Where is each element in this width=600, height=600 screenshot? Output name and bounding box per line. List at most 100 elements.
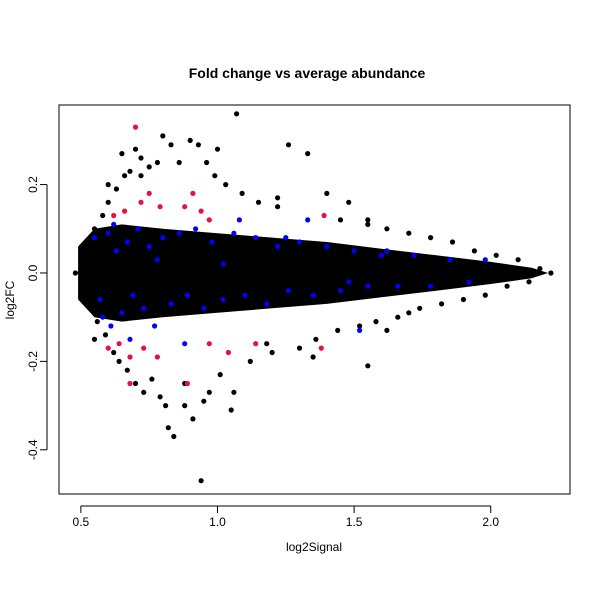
data-point xyxy=(124,239,130,245)
data-point xyxy=(515,257,521,263)
data-point xyxy=(264,341,270,347)
data-point xyxy=(206,341,212,347)
data-point xyxy=(160,235,166,241)
data-point xyxy=(198,208,204,214)
data-point xyxy=(116,341,122,347)
data-point xyxy=(253,341,259,347)
x-tick-label: 0.5 xyxy=(73,515,90,529)
data-point xyxy=(91,336,98,342)
data-point xyxy=(253,235,259,241)
data-point xyxy=(146,243,152,250)
data-point xyxy=(346,279,352,285)
plot-frame xyxy=(58,104,571,495)
data-point xyxy=(214,146,221,152)
data-point xyxy=(163,403,169,409)
data-point xyxy=(223,182,229,188)
data-point xyxy=(239,190,245,196)
data-point xyxy=(105,230,111,236)
y-axis: -0.4 -0.2 0.0 0.2 xyxy=(26,176,48,460)
data-point xyxy=(97,296,103,303)
data-point xyxy=(190,190,196,196)
data-point xyxy=(187,137,193,143)
data-point xyxy=(269,349,275,356)
data-point xyxy=(138,173,144,179)
data-point xyxy=(193,226,199,232)
data-point xyxy=(184,292,190,298)
dense-point-cloud xyxy=(78,224,549,322)
data-point xyxy=(255,199,262,205)
data-point xyxy=(141,305,147,311)
data-point xyxy=(225,349,231,356)
data-point xyxy=(217,372,223,378)
data-point xyxy=(318,345,324,351)
data-point xyxy=(190,416,196,422)
data-point xyxy=(395,314,401,320)
data-point xyxy=(365,221,371,227)
data-point xyxy=(204,159,210,166)
data-point xyxy=(324,190,330,196)
data-point xyxy=(337,288,344,294)
data-point xyxy=(285,142,292,148)
data-point xyxy=(305,217,311,223)
data-point xyxy=(264,301,270,307)
data-point xyxy=(119,151,125,157)
data-point xyxy=(94,319,100,325)
data-point xyxy=(132,380,139,387)
data-point xyxy=(365,363,371,369)
data-point xyxy=(111,349,117,356)
data-point xyxy=(310,354,316,360)
data-point xyxy=(212,173,218,179)
y-axis-title: log2FC xyxy=(3,280,17,319)
data-point xyxy=(195,142,201,148)
y-tick-label: 0.0 xyxy=(26,264,40,281)
data-point xyxy=(105,345,111,351)
chart-title: Fold change vs average abundance xyxy=(189,65,426,81)
data-point xyxy=(168,301,174,307)
x-axis-title: log2Signal xyxy=(286,540,342,554)
data-point xyxy=(417,305,423,311)
x-tick-label: 1.0 xyxy=(209,515,226,529)
data-point xyxy=(305,151,311,157)
data-point xyxy=(157,204,163,210)
data-point xyxy=(378,252,384,258)
data-point xyxy=(365,283,371,289)
data-point xyxy=(176,159,182,166)
data-point xyxy=(504,283,510,289)
data-point xyxy=(146,190,152,196)
data-point xyxy=(275,243,281,250)
data-point xyxy=(113,248,119,254)
data-point xyxy=(165,425,171,431)
data-point xyxy=(428,235,434,241)
data-point xyxy=(127,354,133,360)
data-point xyxy=(91,235,98,241)
x-axis: 0.5 1.0 1.5 2.0 xyxy=(73,505,499,529)
data-point xyxy=(526,279,532,285)
data-point xyxy=(157,394,163,400)
data-point xyxy=(154,159,160,166)
data-point xyxy=(231,389,237,395)
x-tick-label: 1.5 xyxy=(346,515,363,529)
data-point xyxy=(365,217,371,223)
data-point xyxy=(141,389,147,395)
data-point xyxy=(102,332,109,338)
y-tick-label: -0.2 xyxy=(26,351,40,372)
data-point xyxy=(206,217,212,223)
data-point xyxy=(78,257,84,263)
data-point xyxy=(439,301,445,307)
data-point xyxy=(428,283,434,289)
data-point xyxy=(337,217,344,223)
data-point xyxy=(138,199,144,205)
data-point xyxy=(127,380,133,387)
data-point xyxy=(209,239,215,245)
data-point xyxy=(548,270,554,276)
data-point xyxy=(184,380,190,387)
data-point xyxy=(384,327,390,333)
data-point xyxy=(493,252,499,258)
data-point xyxy=(346,199,352,205)
data-point xyxy=(384,248,390,254)
data-point xyxy=(168,142,174,148)
data-point xyxy=(296,345,303,351)
data-point xyxy=(130,292,136,298)
data-point xyxy=(149,376,155,382)
data-point xyxy=(83,243,89,250)
